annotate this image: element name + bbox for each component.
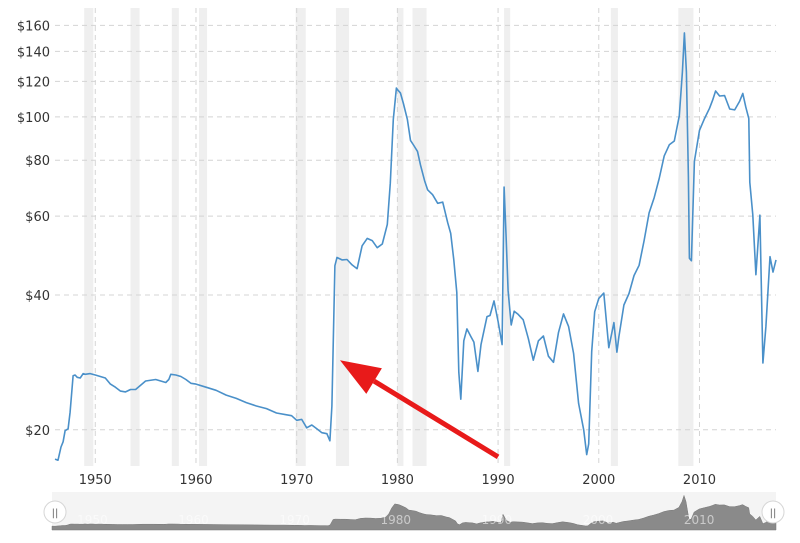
y-tick-label: $160	[17, 19, 50, 34]
red-arrow-annotation	[340, 360, 500, 459]
navigator-label: 2010	[684, 513, 715, 527]
x-tick-label: 2000	[582, 473, 615, 488]
y-tick-label: $40	[25, 289, 50, 304]
x-tick-label: 1980	[381, 473, 414, 488]
arrow-head	[340, 360, 382, 394]
x-tick-label: 1990	[482, 473, 515, 488]
navigator-label: 1950	[77, 513, 108, 527]
navigator-label: 1970	[279, 513, 310, 527]
recession-band	[610, 8, 618, 466]
y-tick-label: $100	[17, 111, 50, 126]
y-tick-label: $60	[25, 210, 50, 225]
recession-band	[412, 8, 427, 466]
recession-band	[198, 8, 208, 466]
recession-band	[678, 8, 694, 466]
navigator-label: 1990	[482, 513, 513, 527]
x-gridlines	[94, 8, 700, 466]
y-tick-label: $80	[25, 154, 50, 169]
navigator-label: 1980	[381, 513, 412, 527]
y-tick-label: $120	[17, 75, 50, 90]
series-line	[54, 32, 777, 461]
recession-band	[504, 8, 511, 466]
recession-shading	[84, 8, 694, 466]
navigator-labels: 1950 1960 1970 1980 1990 2000 2010	[77, 513, 714, 527]
x-tick-label: 1950	[79, 473, 112, 488]
x-tick-labels: 1950 1960 1970 1980 1990 2000 2010	[79, 473, 716, 488]
y-gridlines	[55, 24, 776, 431]
x-tick-label: 1960	[179, 473, 212, 488]
recession-band	[335, 8, 350, 466]
y-tick-labels: $20 $40 $60 $80 $100 $120 $140 $160	[17, 19, 50, 438]
right-handle-grip-icon: ||	[770, 508, 777, 519]
navigator-right-handle[interactable]: ||	[761, 500, 785, 524]
x-tick-label: 1970	[280, 473, 313, 488]
recession-band	[171, 8, 179, 466]
y-tick-label: $20	[25, 424, 50, 439]
recession-band	[84, 8, 94, 466]
price-series	[54, 32, 777, 461]
y-tick-label: $140	[17, 45, 50, 60]
navigator-label: 2000	[583, 513, 614, 527]
recession-band	[295, 8, 306, 466]
recession-band	[397, 8, 404, 466]
navigator-label: 1960	[178, 513, 209, 527]
navigator-area	[51, 494, 777, 531]
left-handle-grip-icon: ||	[52, 508, 59, 519]
navigator-left-handle[interactable]: ||	[43, 500, 67, 524]
range-navigator[interactable]: 1950 1960 1970 1980 1990 2000 2010 || ||	[43, 492, 785, 531]
arrow-shaft	[372, 378, 500, 459]
x-tick-label: 2010	[683, 473, 716, 488]
recession-band	[130, 8, 140, 466]
